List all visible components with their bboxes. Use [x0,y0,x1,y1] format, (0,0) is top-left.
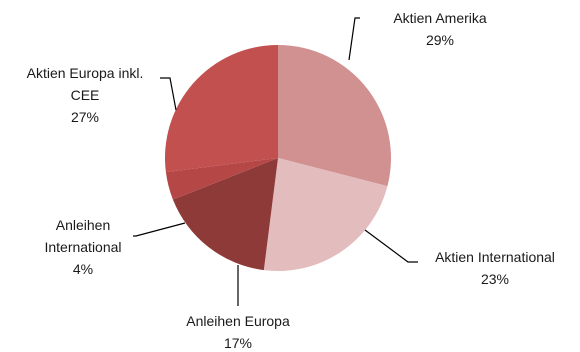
pie-slice [165,158,278,200]
leader-lines [133,17,418,306]
slice-name-label: CEE [71,87,100,103]
slice-value-label: 4% [73,261,93,277]
pie-slice [263,158,388,272]
pie-slice [172,158,278,271]
slice-name-label: Aktien Europa inkl. [27,65,144,81]
slice-value-label: 17% [224,335,252,351]
leader-line [348,17,360,61]
pie-slice [278,45,391,187]
slice-name-label: Aktien International [435,249,555,265]
leader-line [364,229,418,263]
slice-value-label: 29% [426,32,454,48]
slice-labels: Aktien Amerika 29% Aktien International 23%… [27,10,555,351]
slice-value-label: 27% [71,109,99,125]
slice-name-label: Aktien Amerika [393,10,487,26]
slice-label: Aktien International 23% [435,249,555,287]
slice-label: Aktien Europa inkl. CEE 27% [27,65,144,125]
slice-name-label: Anleihen Europa [186,313,290,329]
slice-name-label: Anleihen [56,217,111,233]
slice-value-label: 23% [481,271,509,287]
slice-label: Anleihen International 4% [44,217,121,277]
leader-line [160,77,177,111]
slice-label: Aktien Amerika 29% [393,10,487,48]
pie-slice [164,45,278,173]
slice-label: Anleihen Europa 17% [186,313,290,351]
pie-slices [164,45,391,272]
slice-name-label: International [44,239,121,255]
leader-line [133,222,186,237]
